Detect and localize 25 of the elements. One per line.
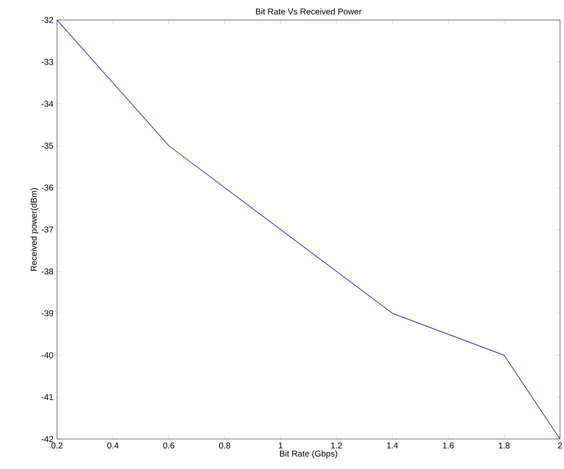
y-tick-label: -33 (42, 58, 54, 65)
x-axis-title: Bit Rate (Gbps) (280, 450, 338, 458)
line-series (57, 20, 560, 439)
x-tick-label: 1.4 (387, 442, 398, 448)
chart-title: Bit Rate Vs Received Power (256, 8, 362, 14)
x-tick-label: 0.8 (219, 442, 230, 449)
y-tick-label: -32 (42, 17, 54, 23)
y-tick-label: -42 (42, 436, 54, 442)
y-tick-label: -39 (42, 310, 54, 316)
x-tick-label: 1.6 (442, 442, 454, 449)
y-tick-label: -41 (42, 394, 54, 400)
x-tick-label: 2 (558, 442, 562, 448)
x-tick-label: 0.2 (51, 442, 62, 449)
y-tick-label: -34 (42, 100, 54, 107)
y-tick-label: -36 (42, 184, 54, 191)
x-tick-label: 1.8 (498, 442, 510, 449)
x-tick-label: 0.6 (163, 442, 174, 449)
y-axis-title: Received power(dBm) (30, 188, 38, 271)
y-tick-label: -37 (42, 226, 54, 232)
y-tick-label: -40 (42, 352, 54, 358)
y-tick-label: -35 (42, 142, 54, 149)
x-tick-label: 0.4 (107, 442, 119, 449)
x-tick-label: 1.2 (331, 442, 342, 448)
y-tick-label: -38 (42, 268, 54, 274)
x-tick-label: 1 (278, 442, 282, 448)
